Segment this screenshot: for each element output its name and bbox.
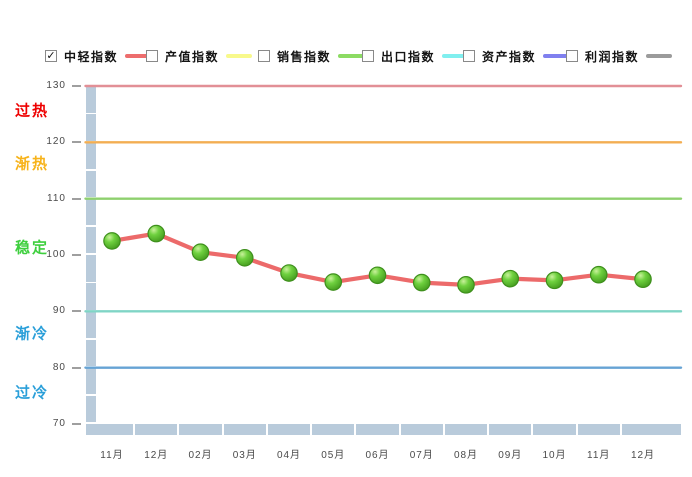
legend-item-label: 销售指数 — [277, 49, 332, 64]
data-point[interactable] — [191, 243, 210, 261]
x-axis-band-segment — [444, 423, 488, 435]
x-tick-label: 07月 — [409, 450, 434, 461]
zone-label-warming: 渐热 — [15, 155, 50, 173]
y-axis-band-segment — [85, 367, 96, 395]
y-axis-band-segment — [85, 283, 96, 310]
x-axis-band-segment — [312, 423, 355, 435]
data-point[interactable] — [324, 273, 343, 291]
x-tick-label: 11月 — [587, 450, 611, 461]
x-axis-band-segment — [267, 423, 311, 435]
data-point[interactable] — [235, 249, 254, 267]
y-tick-label: 110 — [47, 192, 66, 204]
legend-series-swatch — [125, 54, 152, 58]
y-tick-mark — [72, 366, 81, 369]
x-tick-label: 12月 — [144, 450, 169, 461]
x-axis-band-segment — [85, 423, 134, 435]
legend-item-1[interactable]: 产值指数 — [146, 48, 253, 64]
y-tick-label: 90 — [52, 305, 66, 317]
legend-item-5[interactable]: 利润指数 — [566, 48, 673, 64]
legend-item-label: 出口指数 — [381, 49, 436, 64]
y-tick-label: 80 — [52, 361, 66, 373]
legend-item-2[interactable]: 销售指数 — [258, 48, 365, 64]
data-point[interactable] — [103, 232, 121, 250]
data-point[interactable] — [457, 276, 475, 294]
data-point[interactable] — [634, 270, 652, 289]
data-point[interactable] — [412, 273, 431, 292]
x-axis-band-segment — [135, 423, 178, 435]
x-axis-band-segment — [489, 423, 532, 435]
y-tick-label: 70 — [52, 418, 66, 429]
y-tick-label: 130 — [46, 80, 66, 91]
checkbox-checked[interactable]: ✓ — [45, 50, 57, 62]
x-axis-band-segment — [356, 423, 399, 435]
data-point[interactable] — [368, 266, 387, 285]
legend-series-swatch — [226, 54, 253, 58]
legend-item-4[interactable]: 资产指数 — [463, 48, 570, 64]
legend-item-3[interactable]: 出口指数 — [362, 48, 469, 64]
x-tick-label: 08月 — [453, 450, 479, 461]
zone-label-stable: 稳定 — [15, 239, 50, 257]
y-tick-label: 120 — [46, 136, 66, 148]
y-axis-band-segment — [85, 142, 96, 169]
y-axis-band-segment — [85, 255, 96, 282]
data-point[interactable] — [501, 269, 520, 288]
x-axis-band-segment — [179, 423, 222, 435]
x-tick-label: 04月 — [276, 450, 302, 461]
legend-item-label: 中轻指数 — [64, 49, 119, 64]
check-icon: ✓ — [46, 50, 56, 62]
y-tick-label: 100 — [46, 249, 66, 260]
y-tick-mark — [72, 85, 81, 87]
checkbox-unchecked[interactable] — [463, 50, 475, 62]
legend-item-0[interactable]: ✓ 中轻指数 — [45, 48, 152, 64]
y-tick-mark — [72, 141, 81, 144]
x-tick-label: 03月 — [232, 450, 257, 461]
data-point[interactable] — [147, 224, 166, 243]
y-axis-band-segment — [85, 114, 96, 141]
data-point[interactable] — [545, 271, 564, 290]
y-axis-band-segment — [85, 198, 96, 226]
y-axis-band-segment — [85, 86, 96, 113]
y-axis-band-segment — [85, 311, 96, 338]
legend-item-label: 资产指数 — [482, 49, 537, 64]
y-tick-mark — [72, 197, 81, 200]
checkbox-unchecked[interactable] — [258, 50, 270, 62]
x-tick-label: 12月 — [630, 450, 656, 461]
checkbox-unchecked[interactable] — [362, 50, 374, 62]
x-axis-band-segment — [621, 423, 681, 435]
y-axis-band-segment — [85, 339, 96, 367]
y-axis-band-segment — [85, 226, 96, 254]
data-point[interactable] — [280, 264, 298, 282]
x-axis-band-segment — [577, 423, 620, 435]
legend-series-swatch — [338, 54, 365, 58]
x-tick-label: 05月 — [321, 450, 346, 461]
x-tick-label: 10月 — [542, 450, 567, 461]
y-axis-band-segment — [85, 170, 96, 198]
legend-item-label: 产值指数 — [165, 49, 220, 64]
zone-label-overheat: 过热 — [15, 102, 50, 120]
legend-item-label: 利润指数 — [585, 49, 640, 64]
legend-series-swatch — [543, 54, 570, 58]
legend-series-swatch — [646, 54, 673, 58]
checkbox-unchecked[interactable] — [146, 50, 158, 62]
y-tick-mark — [72, 423, 81, 425]
y-tick-mark — [72, 310, 81, 313]
zone-label-overcold: 过冷 — [15, 384, 50, 402]
data-point[interactable] — [589, 265, 608, 284]
x-tick-label: 02月 — [188, 450, 213, 461]
y-axis-band-segment — [85, 395, 96, 423]
x-axis-band-segment — [400, 423, 443, 435]
checkbox-unchecked[interactable] — [566, 50, 578, 62]
x-axis-band-segment — [533, 423, 576, 435]
zone-label-cooling: 渐冷 — [15, 325, 50, 343]
x-tick-label: 06月 — [365, 450, 390, 461]
y-tick-mark — [72, 254, 81, 256]
x-tick-label: 09月 — [498, 450, 523, 461]
legend-series-swatch — [442, 54, 469, 58]
x-axis-band-segment — [223, 423, 266, 435]
x-tick-label: 11月 — [100, 450, 124, 461]
